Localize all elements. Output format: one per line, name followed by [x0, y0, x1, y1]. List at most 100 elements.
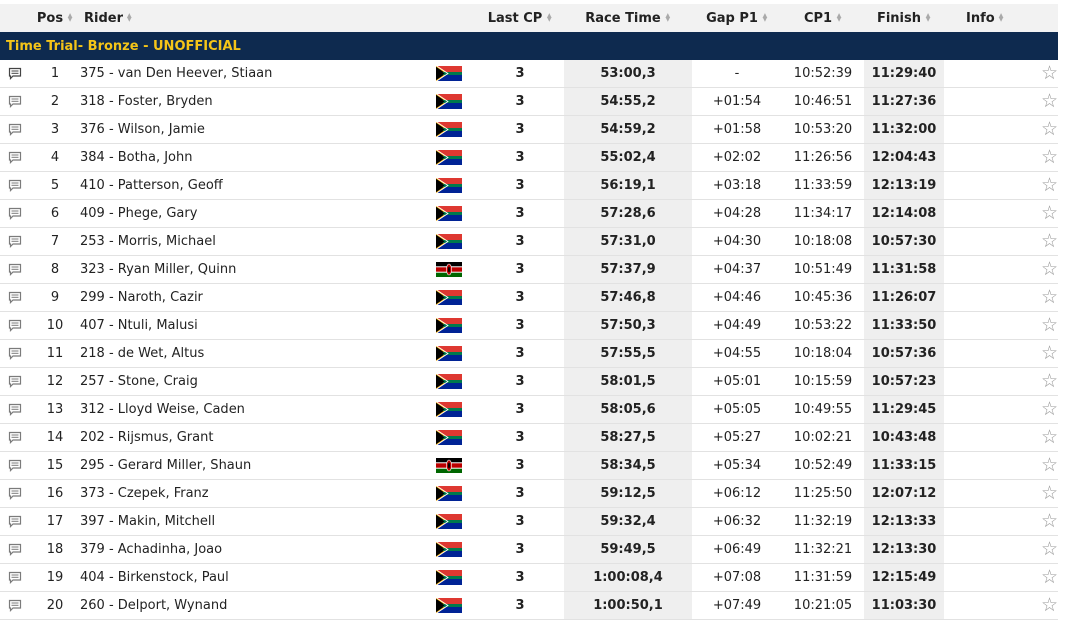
- star-icon[interactable]: ☆: [1040, 258, 1058, 280]
- comment-cell[interactable]: [0, 479, 30, 508]
- sort-icon[interactable]: ▲ ▼: [127, 12, 132, 23]
- rider-name[interactable]: 397 - Makin, Mitchell: [80, 507, 436, 536]
- rider-name[interactable]: 375 - van Den Heever, Stiaan: [80, 60, 436, 88]
- comment-icon[interactable]: [8, 346, 22, 361]
- comment-icon[interactable]: [8, 178, 22, 193]
- comment-icon[interactable]: [8, 234, 22, 249]
- table-row[interactable]: 8 323 - Ryan Miller, Quinn 3 57:37,9 +04…: [0, 255, 1058, 284]
- rider-name[interactable]: 299 - Naroth, Cazir: [80, 283, 436, 312]
- gap-p1-column-header[interactable]: Gap P1 ▲ ▼: [692, 4, 782, 32]
- comment-cell[interactable]: [0, 115, 30, 144]
- comment-cell[interactable]: [0, 563, 30, 592]
- rider-name[interactable]: 295 - Gerard Miller, Shaun: [80, 451, 436, 480]
- comment-icon[interactable]: [8, 402, 22, 417]
- comment-icon[interactable]: [8, 290, 22, 305]
- star-icon[interactable]: ☆: [1040, 594, 1058, 616]
- comment-icon[interactable]: [8, 514, 22, 529]
- comment-icon[interactable]: [8, 150, 22, 165]
- table-row[interactable]: 12 257 - Stone, Craig 3 58:01,5 +05:01 1…: [0, 367, 1058, 396]
- rider-name[interactable]: 260 - Delport, Wynand: [80, 591, 436, 620]
- rider-name[interactable]: 404 - Birkenstock, Paul: [80, 563, 436, 592]
- table-row[interactable]: 14 202 - Rijsmus, Grant 3 58:27,5 +05:27…: [0, 423, 1058, 452]
- info-cell[interactable]: ☆: [944, 115, 1058, 144]
- info-cell[interactable]: ☆: [944, 199, 1058, 228]
- star-icon[interactable]: ☆: [1040, 118, 1058, 140]
- table-row[interactable]: 19 404 - Birkenstock, Paul 3 1:00:08,4 +…: [0, 563, 1058, 592]
- table-row[interactable]: 16 373 - Czepek, Franz 3 59:12,5 +06:12 …: [0, 479, 1058, 508]
- star-icon[interactable]: ☆: [1040, 230, 1058, 252]
- info-cell[interactable]: ☆: [944, 283, 1058, 312]
- last-cp-column-header[interactable]: Last CP ▲ ▼: [476, 4, 564, 32]
- rider-name[interactable]: 410 - Patterson, Geoff: [80, 171, 436, 200]
- sort-icon[interactable]: ▲ ▼: [925, 12, 931, 23]
- finish-column-header[interactable]: Finish ▲ ▼: [864, 4, 944, 32]
- table-row[interactable]: 18 379 - Achadinha, Joao 3 59:49,5 +06:4…: [0, 535, 1058, 564]
- table-row[interactable]: 1 375 - van Den Heever, Stiaan 3 53:00,3…: [0, 60, 1058, 88]
- sort-icon[interactable]: ▲ ▼: [665, 12, 671, 23]
- info-cell[interactable]: ☆: [944, 535, 1058, 564]
- comment-icon[interactable]: [8, 458, 22, 473]
- comment-icon[interactable]: [8, 598, 22, 613]
- sort-icon[interactable]: ▲ ▼: [546, 12, 552, 23]
- table-row[interactable]: 3 376 - Wilson, Jamie 3 54:59,2 +01:58 1…: [0, 115, 1058, 144]
- table-row[interactable]: 17 397 - Makin, Mitchell 3 59:32,4 +06:3…: [0, 507, 1058, 536]
- comment-icon[interactable]: [8, 318, 22, 333]
- rider-name[interactable]: 318 - Foster, Bryden: [80, 87, 436, 116]
- sort-icon[interactable]: ▲ ▼: [762, 12, 768, 23]
- pos-column-header[interactable]: Pos ▲ ▼: [30, 4, 80, 32]
- cp1-column-header[interactable]: CP1 ▲ ▼: [782, 4, 864, 32]
- star-icon[interactable]: ☆: [1040, 146, 1058, 168]
- table-row[interactable]: 5 410 - Patterson, Geoff 3 56:19,1 +03:1…: [0, 171, 1058, 200]
- comment-cell[interactable]: [0, 199, 30, 228]
- table-row[interactable]: 13 312 - Lloyd Weise, Caden 3 58:05,6 +0…: [0, 395, 1058, 424]
- info-cell[interactable]: ☆: [944, 395, 1058, 424]
- star-icon[interactable]: ☆: [1040, 370, 1058, 392]
- table-row[interactable]: 11 218 - de Wet, Altus 3 57:55,5 +04:55 …: [0, 339, 1058, 368]
- table-row[interactable]: 20 260 - Delport, Wynand 3 1:00:50,1 +07…: [0, 591, 1058, 620]
- rider-name[interactable]: 218 - de Wet, Altus: [80, 339, 436, 368]
- sort-icon[interactable]: ▲ ▼: [836, 12, 842, 23]
- info-cell[interactable]: ☆: [944, 339, 1058, 368]
- table-row[interactable]: 9 299 - Naroth, Cazir 3 57:46,8 +04:46 1…: [0, 283, 1058, 312]
- comment-icon[interactable]: [8, 94, 22, 109]
- comment-cell[interactable]: [0, 60, 30, 88]
- table-row[interactable]: 10 407 - Ntuli, Malusi 3 57:50,3 +04:49 …: [0, 311, 1058, 340]
- rider-name[interactable]: 407 - Ntuli, Malusi: [80, 311, 436, 340]
- comment-cell[interactable]: [0, 395, 30, 424]
- info-cell[interactable]: ☆: [944, 171, 1058, 200]
- table-row[interactable]: 6 409 - Phege, Gary 3 57:28,6 +04:28 11:…: [0, 199, 1058, 228]
- comment-cell[interactable]: [0, 283, 30, 312]
- info-cell[interactable]: ☆: [944, 367, 1058, 396]
- star-icon[interactable]: ☆: [1040, 398, 1058, 420]
- star-icon[interactable]: ☆: [1040, 482, 1058, 504]
- star-icon[interactable]: ☆: [1040, 90, 1058, 112]
- comment-cell[interactable]: [0, 255, 30, 284]
- star-icon[interactable]: ☆: [1040, 286, 1058, 308]
- star-icon[interactable]: ☆: [1040, 314, 1058, 336]
- rider-name[interactable]: 379 - Achadinha, Joao: [80, 535, 436, 564]
- table-row[interactable]: 2 318 - Foster, Bryden 3 54:55,2 +01:54 …: [0, 87, 1058, 116]
- comment-cell[interactable]: [0, 451, 30, 480]
- star-icon[interactable]: ☆: [1040, 538, 1058, 560]
- star-icon[interactable]: ☆: [1040, 426, 1058, 448]
- info-cell[interactable]: ☆: [944, 143, 1058, 172]
- comment-cell[interactable]: [0, 535, 30, 564]
- comment-cell[interactable]: [0, 507, 30, 536]
- info-cell[interactable]: ☆: [944, 255, 1058, 284]
- comment-icon[interactable]: [8, 430, 22, 445]
- info-cell[interactable]: ☆: [944, 423, 1058, 452]
- star-icon[interactable]: ☆: [1040, 342, 1058, 364]
- comment-icon[interactable]: [8, 542, 22, 557]
- comment-cell[interactable]: [0, 423, 30, 452]
- rider-column-header[interactable]: Rider ▲ ▼: [80, 4, 436, 32]
- rider-name[interactable]: 373 - Czepek, Franz: [80, 479, 436, 508]
- star-icon[interactable]: ☆: [1040, 202, 1058, 224]
- info-cell[interactable]: ☆: [944, 60, 1058, 88]
- comment-icon[interactable]: [8, 122, 22, 137]
- comment-icon[interactable]: [8, 66, 22, 81]
- comment-icon[interactable]: [8, 262, 22, 277]
- info-cell[interactable]: ☆: [944, 451, 1058, 480]
- rider-name[interactable]: 376 - Wilson, Jamie: [80, 115, 436, 144]
- comment-icon[interactable]: [8, 570, 22, 585]
- comment-cell[interactable]: [0, 367, 30, 396]
